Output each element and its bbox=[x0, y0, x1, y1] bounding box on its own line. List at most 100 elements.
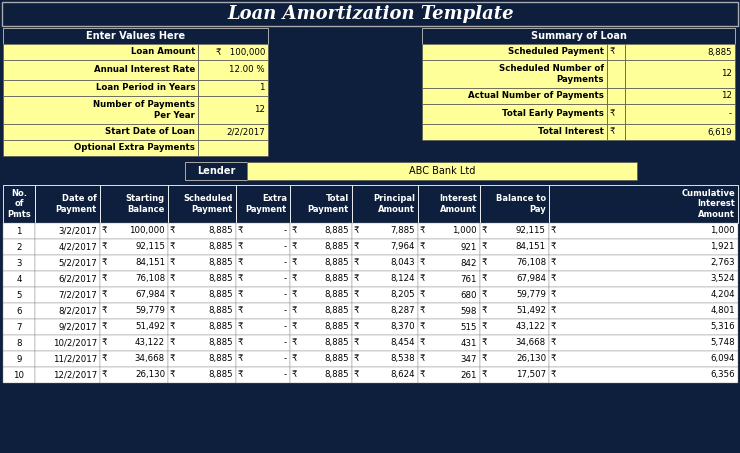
Text: 11/2/2017: 11/2/2017 bbox=[53, 355, 97, 363]
Text: -: - bbox=[284, 371, 287, 380]
Text: 8,885: 8,885 bbox=[707, 48, 732, 57]
Text: ₹: ₹ bbox=[482, 290, 488, 299]
Text: 10: 10 bbox=[13, 371, 24, 380]
Bar bbox=[290, 255, 352, 271]
Text: 12: 12 bbox=[721, 92, 732, 101]
Text: 8,885: 8,885 bbox=[324, 355, 349, 363]
Bar bbox=[35, 287, 100, 303]
Bar bbox=[198, 60, 268, 80]
Text: 51,492: 51,492 bbox=[516, 307, 546, 315]
Bar bbox=[247, 162, 637, 180]
Text: ₹: ₹ bbox=[238, 259, 243, 268]
Text: ₹: ₹ bbox=[610, 48, 616, 57]
Text: ₹: ₹ bbox=[610, 127, 616, 136]
Text: 431: 431 bbox=[460, 338, 477, 347]
Text: ₹: ₹ bbox=[102, 242, 107, 251]
Bar bbox=[480, 319, 549, 335]
Bar bbox=[290, 351, 352, 367]
Bar bbox=[480, 185, 549, 223]
Bar bbox=[236, 367, 290, 383]
Text: ₹: ₹ bbox=[551, 307, 556, 315]
Text: Cumulative
Interest
Amount: Cumulative Interest Amount bbox=[682, 189, 735, 219]
Text: Loan Amount: Loan Amount bbox=[131, 48, 195, 57]
Text: -: - bbox=[284, 323, 287, 332]
Bar bbox=[290, 319, 352, 335]
Text: ₹: ₹ bbox=[354, 226, 360, 236]
Text: ₹: ₹ bbox=[102, 307, 107, 315]
Text: ₹: ₹ bbox=[170, 275, 175, 284]
Text: 92,115: 92,115 bbox=[516, 226, 546, 236]
Text: ₹: ₹ bbox=[292, 275, 297, 284]
Text: 6,094: 6,094 bbox=[710, 355, 735, 363]
Text: ₹: ₹ bbox=[102, 355, 107, 363]
Text: 8,538: 8,538 bbox=[391, 355, 415, 363]
Text: ₹: ₹ bbox=[482, 226, 488, 236]
Text: 8,205: 8,205 bbox=[391, 290, 415, 299]
Text: 3: 3 bbox=[16, 259, 21, 268]
Text: Loan Period in Years: Loan Period in Years bbox=[95, 83, 195, 92]
Bar bbox=[290, 239, 352, 255]
Bar bbox=[422, 104, 607, 124]
Bar bbox=[35, 303, 100, 319]
Bar bbox=[3, 367, 35, 383]
Bar bbox=[168, 255, 236, 271]
Text: ₹: ₹ bbox=[292, 338, 297, 347]
Text: ₹: ₹ bbox=[482, 338, 488, 347]
Bar bbox=[236, 351, 290, 367]
Text: ₹: ₹ bbox=[292, 355, 297, 363]
Text: 5,748: 5,748 bbox=[710, 338, 735, 347]
Bar bbox=[290, 185, 352, 223]
Text: 67,984: 67,984 bbox=[135, 290, 165, 299]
Bar bbox=[100, 239, 168, 255]
Text: Number of Payments
Per Year: Number of Payments Per Year bbox=[93, 100, 195, 120]
Text: ₹: ₹ bbox=[420, 307, 425, 315]
Text: Scheduled Payment: Scheduled Payment bbox=[508, 48, 604, 57]
Bar bbox=[198, 44, 268, 60]
Bar bbox=[352, 287, 418, 303]
Bar bbox=[3, 255, 35, 271]
Text: 59,779: 59,779 bbox=[516, 290, 546, 299]
Text: 1,921: 1,921 bbox=[710, 242, 735, 251]
Text: Scheduled Number of
Payments: Scheduled Number of Payments bbox=[499, 64, 604, 84]
Text: 34,668: 34,668 bbox=[516, 338, 546, 347]
Bar bbox=[100, 255, 168, 271]
Text: ₹: ₹ bbox=[170, 307, 175, 315]
Text: 2/2/2017: 2/2/2017 bbox=[226, 127, 265, 136]
Bar bbox=[198, 140, 268, 156]
Text: 7,885: 7,885 bbox=[391, 226, 415, 236]
Text: ₹: ₹ bbox=[292, 323, 297, 332]
Text: ₹: ₹ bbox=[238, 355, 243, 363]
Text: 3,524: 3,524 bbox=[710, 275, 735, 284]
Bar bbox=[100, 287, 168, 303]
Text: 8,885: 8,885 bbox=[209, 290, 233, 299]
Text: ₹: ₹ bbox=[238, 371, 243, 380]
Bar bbox=[480, 335, 549, 351]
Text: ₹: ₹ bbox=[551, 338, 556, 347]
Text: ₹: ₹ bbox=[551, 371, 556, 380]
Bar bbox=[35, 255, 100, 271]
Text: 12: 12 bbox=[254, 106, 265, 115]
Text: 8,885: 8,885 bbox=[324, 307, 349, 315]
Bar bbox=[549, 239, 738, 255]
Text: 4,801: 4,801 bbox=[710, 307, 735, 315]
Text: ₹: ₹ bbox=[354, 323, 360, 332]
Text: 842: 842 bbox=[460, 259, 477, 268]
Text: 8,885: 8,885 bbox=[324, 242, 349, 251]
Text: 34,668: 34,668 bbox=[135, 355, 165, 363]
Text: 100,000: 100,000 bbox=[130, 226, 165, 236]
Text: ₹: ₹ bbox=[354, 275, 360, 284]
Bar bbox=[236, 335, 290, 351]
Bar bbox=[236, 319, 290, 335]
Text: ₹: ₹ bbox=[482, 275, 488, 284]
Text: -: - bbox=[284, 355, 287, 363]
Text: Actual Number of Payments: Actual Number of Payments bbox=[468, 92, 604, 101]
Bar bbox=[290, 223, 352, 239]
Text: 8,287: 8,287 bbox=[391, 307, 415, 315]
Text: -: - bbox=[284, 338, 287, 347]
Bar bbox=[3, 185, 35, 223]
Text: 12/2/2017: 12/2/2017 bbox=[53, 371, 97, 380]
Bar bbox=[168, 239, 236, 255]
Bar bbox=[480, 367, 549, 383]
Bar bbox=[625, 88, 735, 104]
Text: 8,885: 8,885 bbox=[324, 275, 349, 284]
